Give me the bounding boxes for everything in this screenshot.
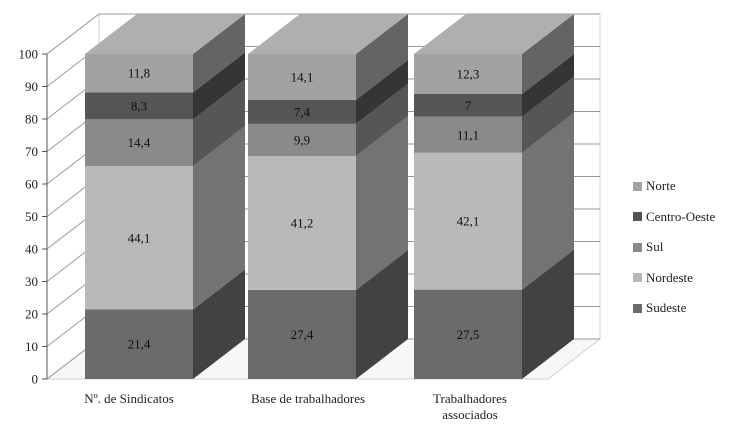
legend-label: Sul	[646, 239, 664, 254]
y-tick-label: 90	[25, 79, 38, 94]
bar-side-sul	[522, 76, 574, 153]
bar-side-sul	[193, 79, 245, 167]
data-label: 7	[465, 98, 472, 113]
bar-top	[85, 14, 245, 54]
bar-side-nordeste	[193, 126, 245, 310]
bar-segment-sul	[248, 123, 356, 157]
legend-label: Norte	[646, 178, 676, 193]
bar-segment-centro-oeste	[85, 92, 193, 120]
bar-segment-sudeste	[414, 289, 522, 379]
data-label: 44,1	[128, 230, 151, 245]
data-label: 42,1	[457, 214, 480, 229]
x-tick-label: Nº. de Sindicatos	[84, 391, 174, 406]
bar-segment-centro-oeste	[248, 99, 356, 124]
bar-side-sul	[356, 83, 408, 157]
y-tick-label: 60	[25, 177, 38, 192]
bar-segment-centro-oeste	[414, 93, 522, 117]
bar-side-centro-oeste	[356, 59, 408, 124]
bar-side-sudeste	[193, 269, 245, 379]
legend-item: Nordeste	[633, 268, 715, 288]
data-label: 27,4	[291, 327, 314, 342]
legend-swatch	[633, 181, 642, 191]
legend-item: Norte	[633, 176, 715, 196]
legend-item: Centro-Oeste	[633, 207, 715, 227]
y-tick-label: 10	[25, 339, 38, 354]
legend-label: Centro-Oeste	[646, 208, 716, 224]
x-tick-label: associados	[442, 407, 498, 422]
data-label: 7,4	[294, 104, 311, 119]
bar-side-nordeste	[356, 116, 408, 290]
x-tick-label: Base de trabalhadores	[251, 391, 365, 406]
bar-segment-norte	[85, 54, 193, 93]
bar-side-norte	[356, 14, 408, 100]
bar-segment-nordeste	[85, 166, 193, 310]
data-label: 21,4	[128, 337, 151, 352]
bar-side-sudeste	[522, 249, 574, 379]
bar-side-centro-oeste	[193, 52, 245, 120]
bar-segment-sudeste	[248, 289, 356, 379]
y-tick-label: 80	[25, 112, 38, 127]
y-tick-label: 30	[25, 274, 38, 289]
data-label: 8,3	[131, 98, 147, 113]
data-label: 12,3	[457, 66, 480, 81]
y-tick-label: 70	[25, 144, 38, 159]
bar-side-sudeste	[356, 249, 408, 379]
legend-swatch	[633, 212, 642, 221]
y-tick-label: 100	[19, 47, 39, 62]
legend-label: Nordeste	[646, 269, 693, 285]
bar-segment-sul	[85, 119, 193, 167]
bar-side-centro-oeste	[522, 53, 574, 117]
data-label: 27,5	[457, 327, 480, 342]
bar-segment-nordeste	[248, 156, 356, 290]
y-tick-label: 50	[25, 209, 38, 224]
data-label: 9,9	[294, 132, 310, 147]
data-label: 11,1	[457, 127, 479, 142]
y-tick-label: 20	[25, 307, 38, 322]
bar-segment-sul	[414, 116, 522, 153]
legend-swatch	[633, 303, 642, 313]
x-tick-label: Trabalhadores	[433, 391, 507, 406]
bar-segment-norte	[414, 54, 522, 94]
bar-top	[248, 14, 408, 54]
legend-swatch	[633, 242, 642, 252]
bar-side-norte	[522, 14, 574, 94]
gridline	[46, 13, 600, 55]
bar-side-norte	[193, 14, 245, 93]
legend-item: Sul	[633, 237, 715, 257]
bar-segment-nordeste	[414, 152, 522, 290]
chart-legend: Norte Centro-Oeste Sul Nordeste Sudeste	[633, 176, 715, 329]
data-label: 14,4	[128, 135, 151, 150]
legend-swatch	[633, 273, 642, 282]
bar-segment-norte	[248, 54, 356, 100]
bar-side-nordeste	[522, 112, 574, 290]
legend-label: Sudeste	[646, 300, 687, 315]
data-label: 41,2	[291, 216, 314, 231]
data-label: 14,1	[291, 69, 314, 84]
bar-top	[414, 14, 574, 54]
y-tick-label: 0	[32, 372, 39, 387]
y-tick-label: 40	[25, 242, 38, 257]
bar-segment-sudeste	[85, 309, 193, 379]
data-label: 11,8	[128, 66, 150, 81]
legend-item: Sudeste	[633, 298, 715, 318]
